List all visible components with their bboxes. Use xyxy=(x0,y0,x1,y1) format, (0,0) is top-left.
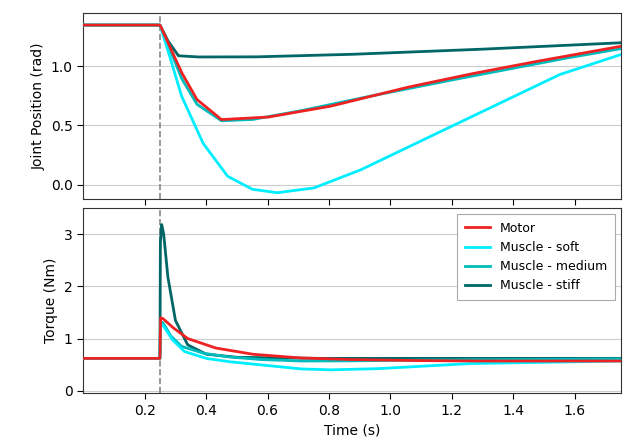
Muscle - stiff xyxy=(79,356,87,361)
Motor xyxy=(602,358,609,364)
Muscle - stiff xyxy=(107,356,115,361)
Muscle - medium xyxy=(503,357,511,362)
Motor xyxy=(341,357,349,362)
Line: Muscle - stiff: Muscle - stiff xyxy=(83,225,621,358)
Muscle - soft xyxy=(341,367,349,372)
Line: Motor: Motor xyxy=(83,318,621,361)
Muscle - medium xyxy=(602,356,609,362)
Muscle - medium xyxy=(157,319,164,324)
Muscle - medium xyxy=(294,358,302,364)
Motor xyxy=(602,358,609,364)
Muscle - medium xyxy=(617,356,625,362)
Motor xyxy=(503,358,511,364)
Muscle - soft xyxy=(602,358,609,364)
Line: Muscle - soft: Muscle - soft xyxy=(83,324,621,370)
Y-axis label: Joint Position (rad): Joint Position (rad) xyxy=(31,42,45,170)
Motor xyxy=(617,358,625,364)
Legend: Motor, Muscle - soft, Muscle - medium, Muscle - stiff: Motor, Muscle - soft, Muscle - medium, M… xyxy=(458,214,614,300)
Line: Muscle - medium: Muscle - medium xyxy=(83,322,621,361)
Muscle - stiff xyxy=(602,356,609,361)
Muscle - stiff xyxy=(602,356,609,361)
Y-axis label: Torque (Nm): Torque (Nm) xyxy=(44,258,58,343)
Muscle - stiff xyxy=(341,356,349,361)
Motor xyxy=(157,315,164,320)
Muscle - medium xyxy=(327,358,335,364)
Muscle - medium xyxy=(79,356,87,361)
Muscle - medium xyxy=(341,358,349,364)
Muscle - stiff xyxy=(503,356,511,361)
Muscle - stiff xyxy=(327,356,335,361)
Muscle - soft xyxy=(325,367,333,373)
X-axis label: Time (s): Time (s) xyxy=(324,423,380,437)
Muscle - stiff xyxy=(158,222,166,227)
Muscle - medium xyxy=(602,356,609,362)
Muscle - stiff xyxy=(617,356,625,361)
Muscle - soft xyxy=(617,358,625,364)
Motor xyxy=(327,356,335,362)
Muscle - soft xyxy=(327,367,335,373)
Muscle - soft xyxy=(107,356,115,361)
Muscle - soft xyxy=(157,321,164,327)
Muscle - soft xyxy=(79,356,87,361)
Muscle - medium xyxy=(107,356,115,361)
Motor xyxy=(463,358,471,364)
Motor xyxy=(107,356,115,361)
Muscle - soft xyxy=(602,358,609,364)
Motor xyxy=(79,356,87,361)
Muscle - soft xyxy=(503,360,511,366)
